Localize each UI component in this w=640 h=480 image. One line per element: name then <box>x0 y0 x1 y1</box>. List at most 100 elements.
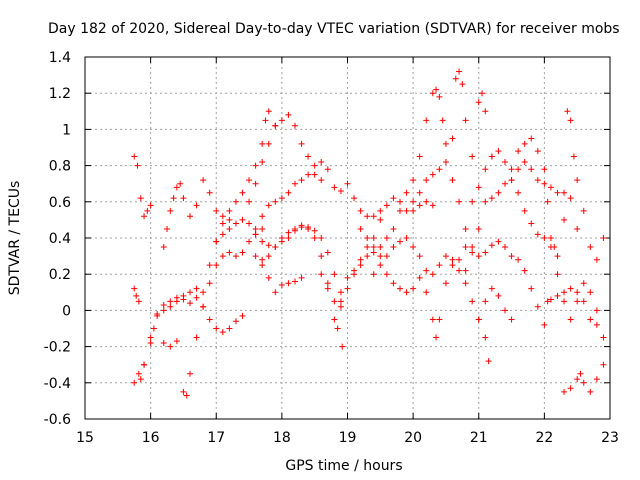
data-point <box>403 207 410 214</box>
data-point <box>292 278 298 285</box>
y-tick-label: 0.6 <box>49 195 71 211</box>
data-point <box>351 195 358 202</box>
data-point <box>528 166 535 173</box>
series-track-11 <box>259 222 377 332</box>
data-point <box>442 280 449 287</box>
data-point <box>133 292 140 299</box>
data-point <box>547 235 554 241</box>
data-point <box>193 202 200 209</box>
data-point <box>449 256 456 263</box>
data-point <box>561 298 568 305</box>
data-point <box>452 75 459 82</box>
data-point <box>324 280 331 287</box>
data-point <box>370 244 377 251</box>
data-point <box>226 207 233 214</box>
data-point <box>213 262 220 269</box>
data-point <box>232 198 239 205</box>
x-tick-label: 20 <box>404 430 422 446</box>
data-point <box>423 177 430 184</box>
data-point <box>213 238 220 245</box>
data-point <box>331 184 338 191</box>
data-point <box>262 117 269 124</box>
data-point <box>469 244 476 251</box>
data-point <box>383 271 390 278</box>
data-point <box>462 280 469 287</box>
data-point <box>364 235 371 241</box>
data-point <box>449 262 456 269</box>
data-point <box>147 334 154 341</box>
data-point <box>183 392 190 399</box>
x-tick-label: 15 <box>76 430 94 446</box>
data-point <box>259 213 266 220</box>
data-point <box>567 195 574 202</box>
data-point <box>137 376 144 383</box>
data-point <box>459 81 466 88</box>
data-point <box>278 195 285 202</box>
data-point <box>200 303 207 310</box>
data-point <box>390 244 397 251</box>
data-point <box>252 180 259 187</box>
data-point <box>173 184 180 191</box>
data-point <box>410 207 417 214</box>
data-point <box>416 253 423 260</box>
y-tick-label: -0.2 <box>44 340 71 356</box>
data-point <box>580 207 587 214</box>
data-point <box>160 339 167 346</box>
data-point <box>259 158 266 165</box>
data-point <box>377 253 384 260</box>
data-point <box>278 238 285 245</box>
data-point <box>593 321 600 328</box>
data-point <box>206 316 213 323</box>
data-point <box>173 338 180 345</box>
series-track-12 <box>213 216 346 350</box>
data-point <box>232 318 239 325</box>
series-track-8 <box>252 253 305 296</box>
series-track-14 <box>377 68 495 251</box>
data-point <box>213 325 220 332</box>
data-point <box>137 195 144 202</box>
data-point <box>593 307 600 314</box>
data-point <box>429 90 436 97</box>
data-point <box>252 225 259 232</box>
data-point <box>187 213 193 220</box>
x-tick-label: 19 <box>339 430 357 446</box>
data-point <box>239 189 246 196</box>
data-point <box>475 253 482 260</box>
data-point <box>410 198 417 205</box>
data-point <box>593 376 600 383</box>
data-point <box>337 298 344 305</box>
data-point <box>495 148 502 155</box>
data-point <box>410 244 417 251</box>
data-point <box>436 316 443 323</box>
data-point <box>383 253 390 260</box>
data-point <box>259 256 266 263</box>
data-point <box>311 162 318 169</box>
data-point <box>574 177 581 184</box>
data-point <box>370 249 377 256</box>
series-track-18 <box>462 135 581 274</box>
data-point <box>495 189 502 196</box>
data-point <box>167 303 174 310</box>
data-point <box>390 225 397 232</box>
data-point <box>177 180 184 187</box>
data-point <box>364 253 371 260</box>
data-point <box>285 189 292 196</box>
data-point <box>547 296 554 303</box>
data-point <box>331 271 338 278</box>
data-point <box>580 379 587 386</box>
data-point <box>305 224 312 231</box>
data-point <box>433 86 440 93</box>
data-point <box>600 235 607 241</box>
data-point <box>206 189 213 196</box>
data-point <box>544 298 551 305</box>
data-point <box>265 108 272 115</box>
y-tick-label: 1.2 <box>49 86 71 102</box>
data-point <box>502 180 508 187</box>
data-point <box>456 267 463 274</box>
data-point <box>482 249 489 256</box>
data-point <box>488 153 495 160</box>
data-point <box>167 207 174 214</box>
data-point <box>528 135 535 142</box>
data-point <box>475 99 482 106</box>
data-point <box>561 289 568 296</box>
